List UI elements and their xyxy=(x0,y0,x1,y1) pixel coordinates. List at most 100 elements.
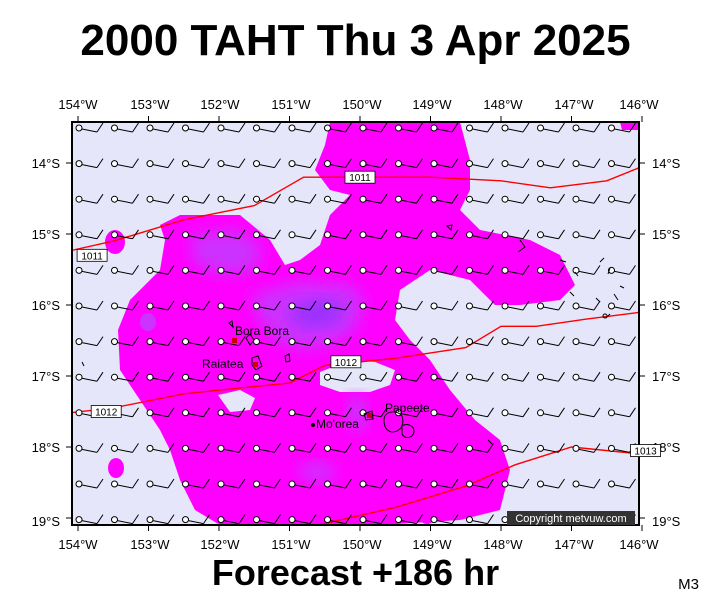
wind-barb xyxy=(608,193,636,204)
wind-barb xyxy=(288,371,317,382)
y-tick-label: 17°S xyxy=(32,369,61,384)
wind-barb xyxy=(182,193,210,204)
wind-barb xyxy=(608,371,636,382)
wind-barb xyxy=(75,158,104,169)
wind-barb xyxy=(430,371,459,382)
wind-barb xyxy=(217,407,246,418)
wind-barb xyxy=(537,443,565,453)
svg-text:1012: 1012 xyxy=(95,408,118,419)
y-axis-right-labels: 14°S 15°S 16°S 17°S 18°S 19°S xyxy=(652,156,681,529)
wind-barb xyxy=(288,478,317,489)
wind-barb xyxy=(466,371,494,382)
wind-barb xyxy=(217,443,246,453)
island-outlines xyxy=(81,224,625,445)
map-title: 2000 TAHT Thu 3 Apr 2025 xyxy=(80,16,631,65)
y-tick-label: 18°S xyxy=(32,440,61,455)
wind-barb xyxy=(324,371,352,382)
y-tick-label: 14°S xyxy=(32,156,61,171)
wind-barb xyxy=(288,122,317,133)
wind-barb xyxy=(324,193,352,204)
place-labels: Bora Bora Raiatea Mo'orea Papeete xyxy=(202,324,430,431)
wind-barb xyxy=(466,122,494,133)
isobar-label: 1011 xyxy=(344,170,376,184)
y-tick-label: 15°S xyxy=(32,227,61,242)
wind-barb xyxy=(182,371,210,382)
raiatea-island xyxy=(251,355,263,371)
wind-barb xyxy=(430,407,459,418)
wind-barb xyxy=(359,336,388,347)
wind-barb xyxy=(111,265,139,275)
wind-barb xyxy=(146,407,175,418)
wind-barb xyxy=(288,336,317,347)
y-tick-label: 15°S xyxy=(652,227,681,242)
x-tick-label: 147°W xyxy=(554,97,594,112)
wind-barb xyxy=(182,158,210,169)
x-axis-top-labels: 154°W 153°W 152°W 151°W 150°W 149°W 148°… xyxy=(58,97,659,112)
wind-barb xyxy=(217,265,246,275)
x-tick-label: 152°W xyxy=(200,97,240,112)
svg-text:1012: 1012 xyxy=(335,358,358,369)
wind-barb xyxy=(288,229,317,240)
wind-barb xyxy=(501,265,530,275)
wind-barb xyxy=(537,336,565,347)
wind-barb xyxy=(253,265,281,275)
wind-barb xyxy=(501,371,530,382)
wind-barb xyxy=(572,229,601,240)
wind-barb xyxy=(217,514,246,525)
wind-barb xyxy=(466,443,494,453)
isobar-line xyxy=(317,446,639,525)
wind-barb xyxy=(572,478,601,489)
x-tick-label: 151°W xyxy=(271,537,311,552)
wind-barb xyxy=(324,336,352,347)
wind-barb xyxy=(466,193,494,204)
svg-text:1011: 1011 xyxy=(349,173,371,184)
wind-barb xyxy=(182,229,210,240)
place-markers xyxy=(232,338,372,418)
wind-barb xyxy=(288,443,317,453)
wind-barb xyxy=(395,478,423,489)
wind-barb xyxy=(146,158,175,169)
wind-barb xyxy=(253,300,281,311)
wind-barb xyxy=(359,158,388,169)
wind-barb xyxy=(75,229,104,240)
wind-barb xyxy=(75,371,104,382)
x-tick-label: 146°W xyxy=(619,97,659,112)
wind-barb xyxy=(430,514,459,525)
wind-barb xyxy=(430,229,459,240)
wind-barb xyxy=(537,122,565,133)
wind-barb xyxy=(359,229,388,240)
wind-barb xyxy=(217,122,246,133)
wind-barb xyxy=(75,478,104,489)
wind-barb xyxy=(253,122,281,133)
wind-barb xyxy=(146,514,175,525)
wind-barb xyxy=(608,478,636,489)
axis-ticks xyxy=(66,116,645,531)
wind-barb xyxy=(75,514,104,525)
x-axis-bottom-labels: 154°W 153°W 152°W 151°W 150°W 149°W 148°… xyxy=(58,537,659,552)
isobar-label: 1013 xyxy=(630,444,661,458)
wind-barb xyxy=(537,265,565,275)
wind-barb xyxy=(466,300,494,311)
wind-barb xyxy=(182,478,210,489)
bora-bora-island xyxy=(245,333,255,346)
wind-barb xyxy=(395,229,423,240)
wind-barb xyxy=(395,122,423,133)
wind-barb xyxy=(253,371,281,382)
wind-barb xyxy=(288,300,317,311)
y-tick-label: 17°S xyxy=(652,369,681,384)
wind-barb xyxy=(75,122,104,133)
x-tick-label: 147°W xyxy=(554,537,594,552)
wind-barb xyxy=(359,122,388,133)
x-tick-label: 153°W xyxy=(130,97,170,112)
wind-barb xyxy=(146,336,175,347)
moorea-island xyxy=(363,410,374,421)
wind-barb xyxy=(182,443,210,453)
wind-barb xyxy=(466,158,494,169)
copyright-text: Copyright metvuw.com xyxy=(515,513,626,525)
x-tick-label: 153°W xyxy=(130,537,170,552)
wind-barb xyxy=(359,478,388,489)
wind-barb xyxy=(501,300,530,311)
wind-barb xyxy=(146,265,175,275)
wind-barb xyxy=(359,443,388,453)
wind-barb xyxy=(430,193,459,204)
